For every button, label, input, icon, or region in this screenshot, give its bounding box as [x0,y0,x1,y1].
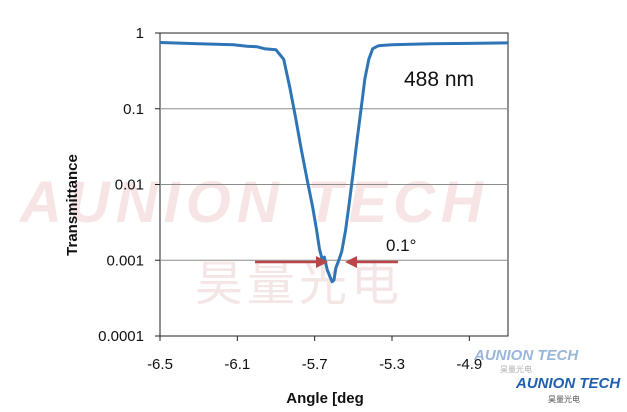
x-tick-label: -4.9 [456,356,482,373]
x-tick-label: -6.1 [224,356,250,373]
arrow-left-head [316,256,328,268]
x-tick-label: -6.5 [147,356,173,373]
y-tick-label: 0.1 [123,101,144,118]
arrow-right-head [345,256,357,268]
y-axis-title: Transmittance [64,154,81,256]
gridlines [160,108,508,261]
logo-text-1: AUNION TECH [473,347,579,364]
x-tick-label: -5.3 [379,356,405,373]
y-tick-label: 0.001 [106,252,144,269]
logo-chinese-2: 昊量光电 [548,394,580,404]
watermark-main-text: AUNION TECH [18,170,489,235]
x-tick-label: -5.7 [302,356,328,373]
wavelength-annotation: 488 nm [404,68,474,91]
x-axis-title: Angle [deg [286,390,364,407]
brand-logo: AUNION TECH 昊量光电 AUNION TECH 昊量光电 [473,347,621,404]
y-tick-label: 0.01 [115,177,144,194]
y-tick-label: 0.0001 [98,328,144,345]
logo-chinese-1: 昊量光电 [500,364,532,374]
watermark-chinese-text: 昊量光电 [195,256,403,312]
y-tick-label: 1 [136,25,144,42]
watermark: AUNION TECH 昊量光电 [18,170,489,312]
logo-text-2: AUNION TECH [515,375,621,392]
fwhm-annotation: 0.1° [386,236,416,255]
y-tick-labels: 1 0.1 0.01 0.001 0.0001 [98,25,160,345]
fwhm-arrows [255,256,398,268]
x-tick-labels: -6.5 -6.1 -5.7 -5.3 -4.9 [147,336,482,373]
transmittance-line [159,41,509,284]
